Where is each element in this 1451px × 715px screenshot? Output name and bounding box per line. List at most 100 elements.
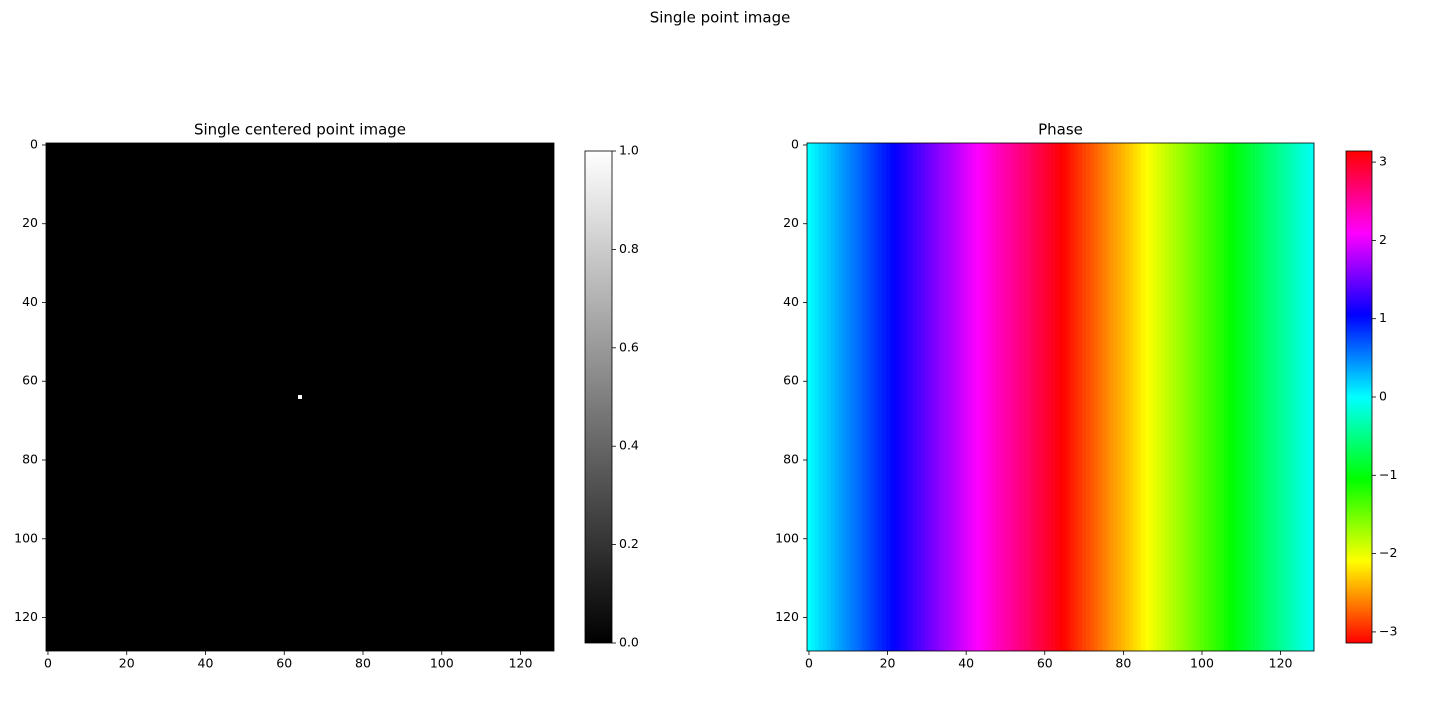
image-column <box>1180 143 1185 651</box>
image-column <box>818 143 824 651</box>
image-column <box>1109 143 1114 651</box>
colorbar-tick-label: −3 <box>1379 623 1397 638</box>
image-column <box>956 143 961 651</box>
y-tick-label: 80 <box>783 452 799 467</box>
image-column <box>1125 143 1130 651</box>
image-column <box>932 143 937 651</box>
image-column <box>1235 143 1240 651</box>
image-column <box>1247 143 1252 651</box>
x-tick-label: 40 <box>958 656 974 671</box>
image-column <box>810 143 816 651</box>
x-tick-label: 120 <box>1269 656 1293 671</box>
x-tick-label: 100 <box>430 656 454 671</box>
x-tick-label: 40 <box>198 656 214 671</box>
colorbar-tick-label: 0.4 <box>619 438 639 453</box>
x-tick-label: 120 <box>509 656 533 671</box>
y-tick-label: 60 <box>783 373 799 388</box>
image-column <box>1156 143 1162 651</box>
image-column <box>1031 143 1036 651</box>
image-column <box>920 143 926 651</box>
image-column <box>999 143 1004 651</box>
image-column <box>983 143 989 651</box>
image-column <box>1211 143 1217 651</box>
image-column <box>897 143 902 651</box>
image-column <box>909 143 914 651</box>
image-column <box>1133 143 1138 651</box>
y-tick-label: 0 <box>791 136 799 151</box>
colorbar-tick-label: 1 <box>1379 310 1387 325</box>
image-column <box>1188 143 1193 651</box>
image-column <box>1255 143 1260 651</box>
y-tick-label: 100 <box>14 530 38 545</box>
image-column <box>1302 143 1307 651</box>
image-column <box>917 143 922 651</box>
image-column <box>972 143 977 651</box>
image-column <box>1160 143 1165 651</box>
image-column <box>1038 143 1044 651</box>
image-column <box>889 143 894 651</box>
image-column <box>1286 143 1291 651</box>
image-column <box>995 143 1000 651</box>
image-column <box>1184 143 1189 651</box>
image-column <box>1231 143 1236 651</box>
image-column <box>944 143 949 651</box>
image-column <box>814 143 820 651</box>
image-column <box>830 143 835 651</box>
image-column <box>1007 143 1012 651</box>
image-column <box>1152 143 1158 651</box>
image-column <box>877 143 882 651</box>
image-column <box>928 143 934 651</box>
image-column <box>1262 143 1268 651</box>
x-tick-label: 0 <box>44 656 52 671</box>
image-column <box>1207 143 1213 651</box>
image-column <box>869 143 875 651</box>
colorbar-tick-label: 0.6 <box>619 339 639 354</box>
image-column <box>1298 143 1303 651</box>
y-tick-label: 60 <box>22 373 38 388</box>
image-column <box>873 143 879 651</box>
x-tick-label: 0 <box>805 656 813 671</box>
image-column <box>968 143 973 651</box>
image-column <box>1054 143 1059 651</box>
image-column <box>1019 143 1024 651</box>
image-column <box>1176 143 1181 651</box>
x-tick-label: 20 <box>119 656 135 671</box>
image-column <box>1200 143 1205 651</box>
image-column <box>1227 143 1232 651</box>
image-column <box>976 143 981 651</box>
image-column <box>964 143 969 651</box>
colorbar <box>585 151 612 643</box>
image-column <box>1306 143 1311 651</box>
colorbar-frame <box>584 150 613 644</box>
colorbar-tick-label: −2 <box>1379 545 1397 560</box>
colorbar <box>1346 151 1372 643</box>
image-column <box>1113 143 1118 651</box>
image-column <box>1003 143 1008 651</box>
image-column <box>1121 143 1126 651</box>
y-tick-label: 120 <box>14 609 38 624</box>
image-column <box>1251 143 1256 651</box>
image-column <box>1172 143 1177 651</box>
image-column <box>1274 143 1279 651</box>
image-column <box>826 143 831 651</box>
colorbar-tick-label: 1.0 <box>619 143 639 158</box>
image-column <box>1192 143 1197 651</box>
image-column <box>1078 143 1083 651</box>
image-column <box>1062 143 1067 651</box>
colorbar-tick-label: 0.8 <box>619 241 639 256</box>
image-column <box>913 143 918 651</box>
x-tick-label: 80 <box>355 656 371 671</box>
image-column <box>1082 143 1087 651</box>
y-tick-label: 20 <box>22 215 38 230</box>
image-column <box>822 143 827 651</box>
image-column <box>1086 143 1091 651</box>
image-column <box>865 143 871 651</box>
image-column <box>1089 143 1095 651</box>
image-column <box>1070 143 1075 651</box>
image-column <box>881 143 886 651</box>
image-column <box>1278 143 1283 651</box>
image-column <box>1203 143 1209 651</box>
image-column <box>1023 143 1028 651</box>
y-tick-label: 40 <box>783 294 799 309</box>
colorbar-tick-label: 0.2 <box>619 536 639 551</box>
